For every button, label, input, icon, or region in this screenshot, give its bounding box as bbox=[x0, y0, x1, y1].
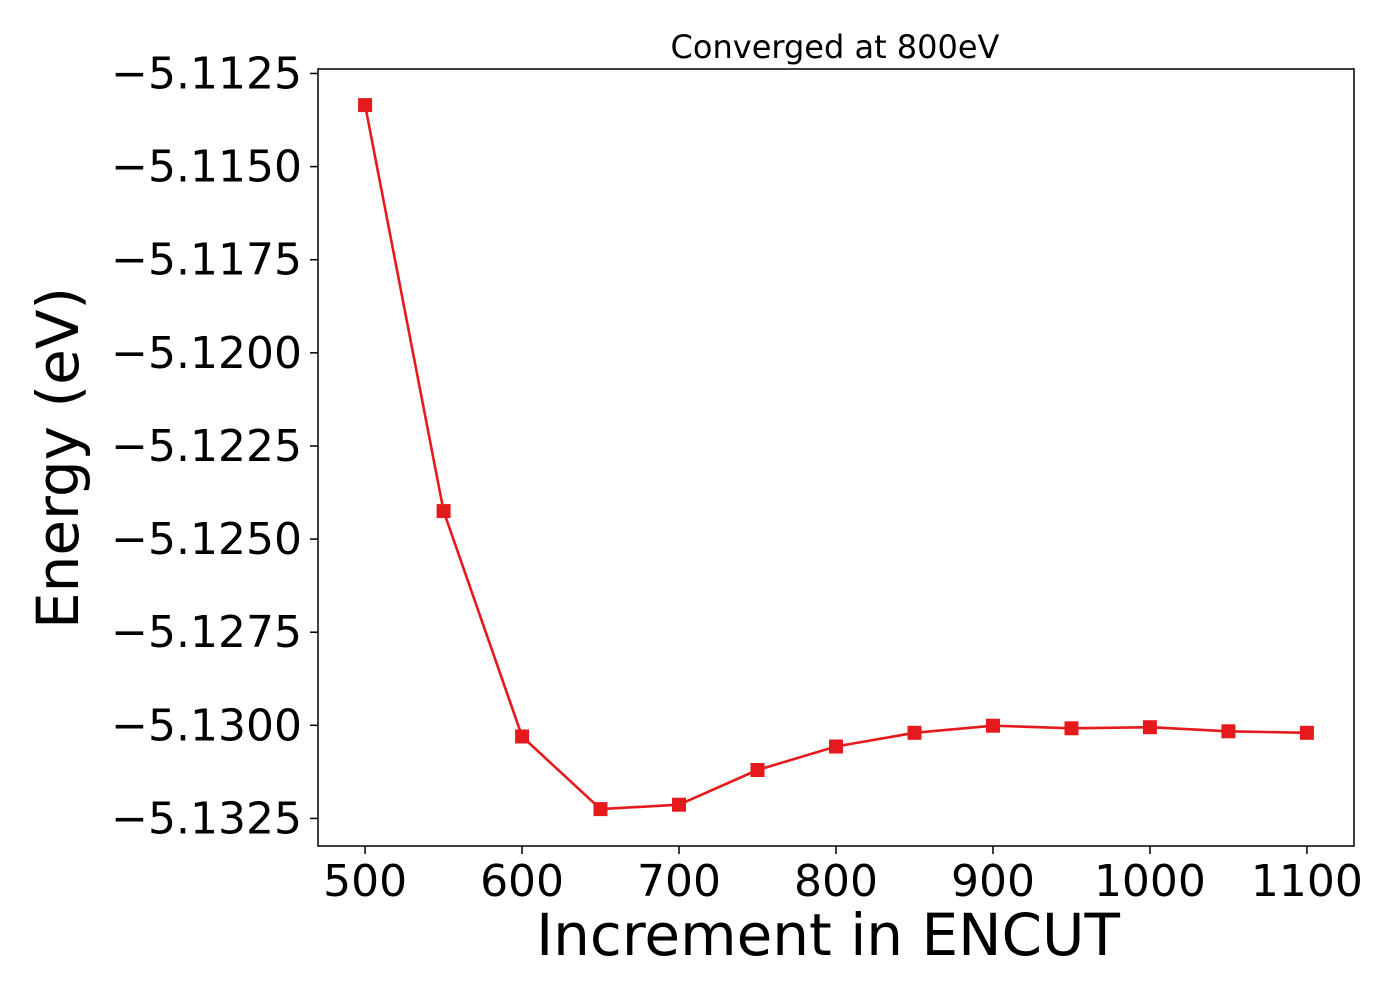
data-point bbox=[1142, 720, 1157, 735]
x-tick-label: 800 bbox=[794, 856, 878, 907]
x-tick-label: 900 bbox=[951, 856, 1035, 907]
x-tick-label: 1000 bbox=[1094, 856, 1206, 907]
plot-area bbox=[358, 98, 1314, 817]
x-tick-label: 500 bbox=[323, 856, 407, 907]
data-point bbox=[1299, 725, 1314, 740]
x-axis: 500 600 700 800 900 1000 1100 bbox=[323, 846, 1363, 907]
x-tick-label: 700 bbox=[637, 856, 721, 907]
data-point bbox=[593, 802, 608, 817]
y-axis: −5.1125 −5.1150 −5.1175 −5.1200 −5.1225 −5.12… bbox=[111, 48, 318, 844]
data-point bbox=[986, 718, 1000, 733]
x-tick-label: 600 bbox=[480, 856, 564, 907]
y-tick-label: −5.1325 bbox=[111, 793, 302, 844]
y-tick-label: −5.1300 bbox=[111, 700, 302, 751]
y-tick-label: −5.1200 bbox=[111, 328, 302, 379]
x-tick-label: 1100 bbox=[1251, 856, 1363, 907]
y-tick-label: −5.1275 bbox=[111, 607, 302, 658]
y-tick-label: −5.1250 bbox=[111, 514, 302, 565]
data-point bbox=[907, 725, 922, 740]
data-point bbox=[1064, 721, 1079, 736]
x-axis-label: Increment in ENCUT bbox=[536, 901, 1120, 969]
data-point bbox=[829, 739, 843, 754]
y-axis-label: Energy (eV) bbox=[24, 287, 92, 629]
y-tick-label: −5.1125 bbox=[111, 48, 302, 99]
data-point bbox=[672, 797, 686, 812]
chart-title: Converged at 800eV bbox=[671, 28, 1000, 66]
data-point bbox=[515, 729, 530, 744]
series-line bbox=[363, 104, 1307, 811]
data-point bbox=[750, 763, 765, 777]
y-tick-label: −5.1175 bbox=[111, 235, 302, 286]
y-tick-label: −5.1150 bbox=[111, 142, 302, 193]
data-point bbox=[436, 504, 451, 519]
y-tick-label: −5.1225 bbox=[111, 421, 302, 472]
data-point bbox=[358, 98, 373, 113]
data-point bbox=[1221, 724, 1236, 739]
